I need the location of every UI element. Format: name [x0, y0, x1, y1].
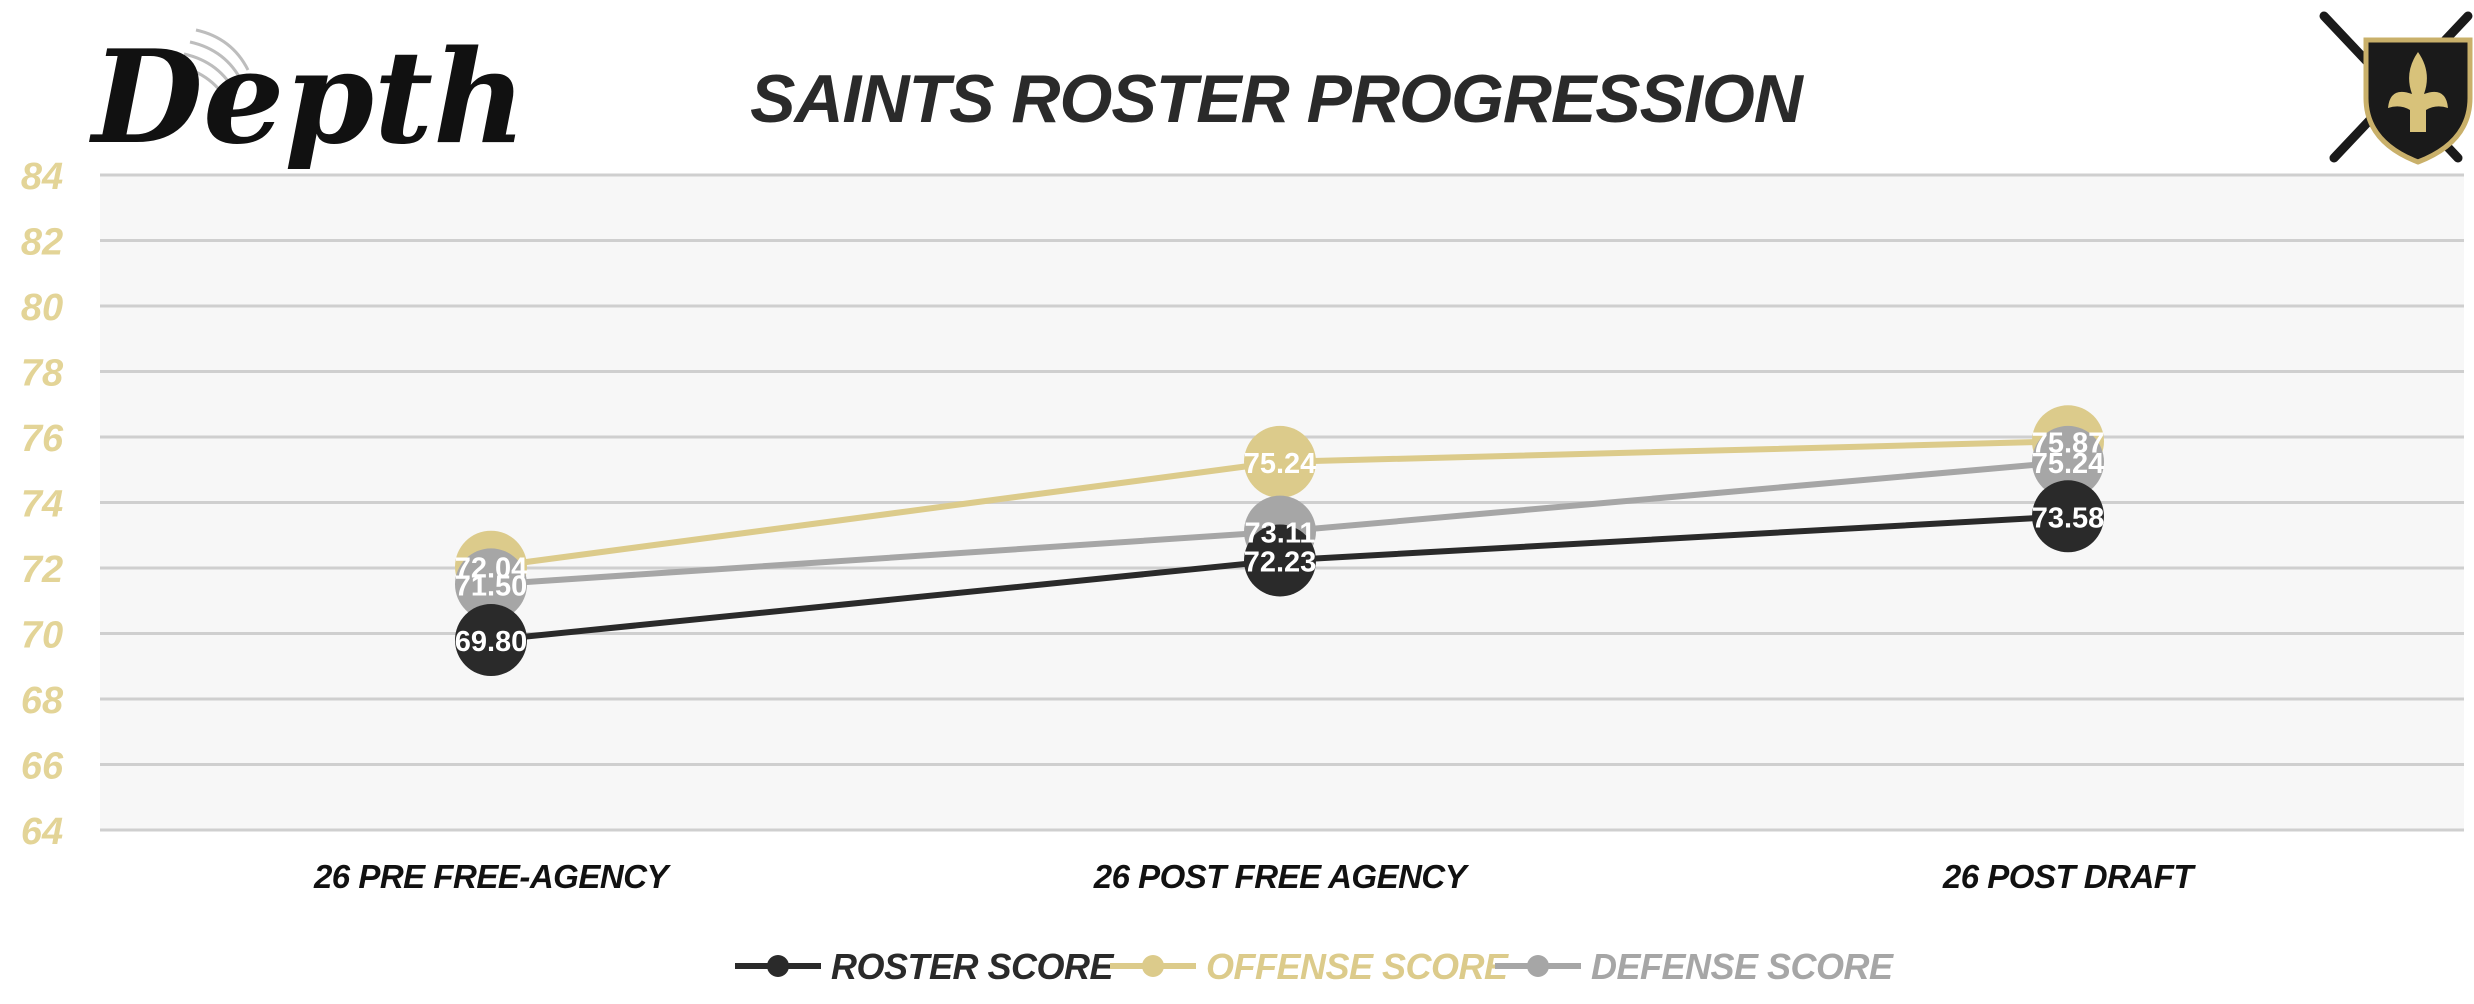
x-category-label: 26 POST DRAFT [1942, 858, 2197, 895]
y-axis-ticks: 84 82 80 78 76 74 72 70 68 66 64 [21, 156, 64, 853]
legend-item: ROSTER SCORE [735, 946, 1115, 987]
logo-stripes-icon [177, 28, 250, 107]
y-tick-label: 68 [21, 680, 64, 722]
y-tick-label: 78 [21, 353, 64, 395]
saints-shield-logo [2319, 11, 2473, 165]
y-tick-label: 82 [21, 222, 63, 264]
data-label: 75.87 [2032, 427, 2105, 459]
legend-marker [1142, 955, 1164, 977]
data-point [2032, 425, 2104, 498]
legend: ROSTER SCORE OFFENSE SCORE DEFENSE SCORE [735, 946, 1895, 987]
legend-marker [1527, 955, 1549, 977]
data-point [2032, 480, 2104, 553]
data-label: 75.24 [1244, 448, 1317, 480]
y-tick-label: 66 [21, 746, 64, 788]
legend-label: DEFENSE SCORE [1591, 946, 1894, 987]
data-label: 72.23 [1244, 546, 1317, 578]
data-point [455, 604, 527, 677]
x-axis-categories: 26 PRE FREE-AGENCY 26 POST FREE AGENCY 26 … [313, 858, 2197, 895]
y-tick-label: 70 [21, 615, 63, 657]
legend-item: DEFENSE SCORE [1495, 946, 1895, 987]
fleur-de-lis-icon [2388, 52, 2448, 132]
data-labels: 72.0475.2475.8771.5073.1175.2469.8072.23… [455, 427, 2105, 658]
legend-marker [767, 955, 789, 977]
data-label: 69.80 [455, 626, 528, 658]
y-tick-label: 64 [21, 811, 63, 853]
y-tick-label: 80 [21, 287, 63, 329]
data-point [1244, 524, 1316, 597]
legend-label: OFFENSE SCORE [1206, 946, 1509, 987]
y-tick-label: 72 [21, 549, 63, 591]
depth-logo: Depth [89, 23, 526, 173]
data-point [1244, 425, 1316, 498]
data-label: 75.24 [2032, 448, 2105, 480]
legend-item: OFFENSE SCORE [1110, 946, 1510, 987]
data-label: 73.11 [1245, 518, 1316, 550]
y-tick-label: 76 [21, 418, 64, 460]
data-point [455, 548, 527, 621]
data-label: 73.58 [2032, 502, 2105, 534]
series-markers [455, 405, 2104, 677]
data-label: 71.50 [455, 570, 528, 602]
logo-text: Depth [89, 23, 526, 173]
y-tick-label: 74 [21, 484, 63, 526]
x-category-label: 26 POST FREE AGENCY [1093, 858, 1470, 895]
data-label: 72.04 [455, 553, 528, 585]
legend-label: ROSTER SCORE [831, 946, 1115, 987]
chart-title: SAINTS ROSTER PROGRESSION [750, 61, 1805, 137]
y-tick-label: 84 [21, 156, 63, 198]
x-category-label: 26 PRE FREE-AGENCY [313, 858, 672, 895]
